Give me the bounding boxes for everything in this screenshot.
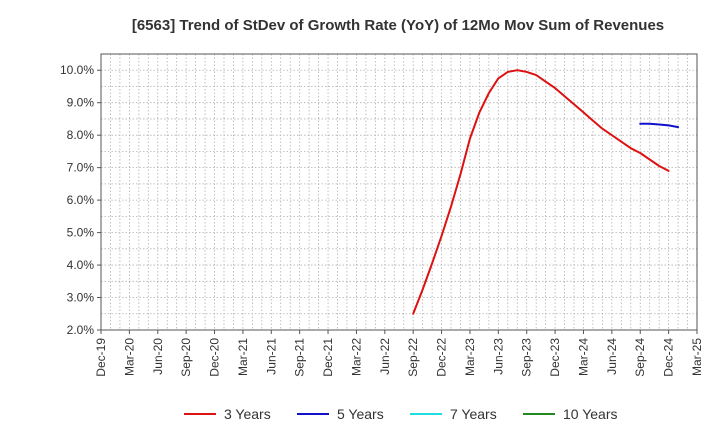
chart-title: [6563] Trend of StDev of Growth Rate (Yo… — [132, 17, 664, 34]
x-tick-label: Dec-22 — [435, 338, 449, 377]
x-tick-label: Dec-19 — [94, 338, 108, 377]
x-tick-label: Dec-21 — [321, 338, 335, 377]
x-tick-label: Sep-21 — [293, 338, 307, 377]
x-tick-label: Jun-22 — [378, 338, 392, 375]
legend-label-3-years: 3 Years — [224, 406, 271, 422]
x-tick-label: Jun-24 — [605, 338, 619, 375]
legend-label-7-years: 7 Years — [450, 406, 497, 422]
y-tick-label: 10.0% — [60, 63, 94, 77]
x-tick-label: Jun-21 — [264, 338, 278, 375]
y-tick-label: 9.0% — [67, 96, 95, 110]
plot-frame — [100, 53, 698, 331]
series-lines — [412, 69, 680, 315]
x-tick-label: Dec-24 — [662, 338, 676, 377]
grid — [101, 53, 697, 330]
legend-label-10-years: 10 Years — [563, 406, 618, 422]
y-tick-label: 2.0% — [67, 323, 95, 337]
x-tick-label: Sep-23 — [520, 338, 534, 377]
x-tick-label: Sep-20 — [179, 338, 193, 377]
series-line-3-years — [412, 69, 670, 315]
x-tick-label: Mar-22 — [349, 338, 363, 376]
x-tick-label: Mar-20 — [122, 338, 136, 376]
series-line-5-years — [639, 122, 680, 129]
x-tick-label: Dec-23 — [548, 338, 562, 377]
x-tick-label: Jun-20 — [151, 338, 165, 375]
y-tick-label: 8.0% — [67, 128, 95, 142]
x-tick-label: Mar-25 — [690, 338, 704, 376]
y-tick-label: 4.0% — [67, 258, 95, 272]
y-tick-label: 3.0% — [67, 291, 95, 305]
axes: 2.0% 3.0% 4.0% 5.0% 6.0% 7.0% 8.0% 9.0% 10.0% Dec… — [60, 53, 704, 377]
legend-label-5-years: 5 Years — [337, 406, 384, 422]
x-tick-label: Dec-20 — [208, 338, 222, 377]
y-tick-label: 6.0% — [67, 193, 95, 207]
y-tick-label: 5.0% — [67, 226, 95, 240]
plot-area — [101, 54, 697, 330]
y-tick-label: 7.0% — [67, 161, 95, 175]
x-tick-label: Sep-24 — [633, 338, 647, 377]
x-tick-label: Sep-22 — [406, 338, 420, 377]
x-tick-label: Mar-21 — [236, 338, 250, 376]
x-tick-label: Mar-23 — [463, 338, 477, 376]
x-tick-label: Mar-24 — [576, 338, 590, 376]
legend: 3 Years 5 Years 7 Years 10 Years — [184, 406, 618, 422]
x-tick-label: Jun-23 — [491, 338, 505, 375]
